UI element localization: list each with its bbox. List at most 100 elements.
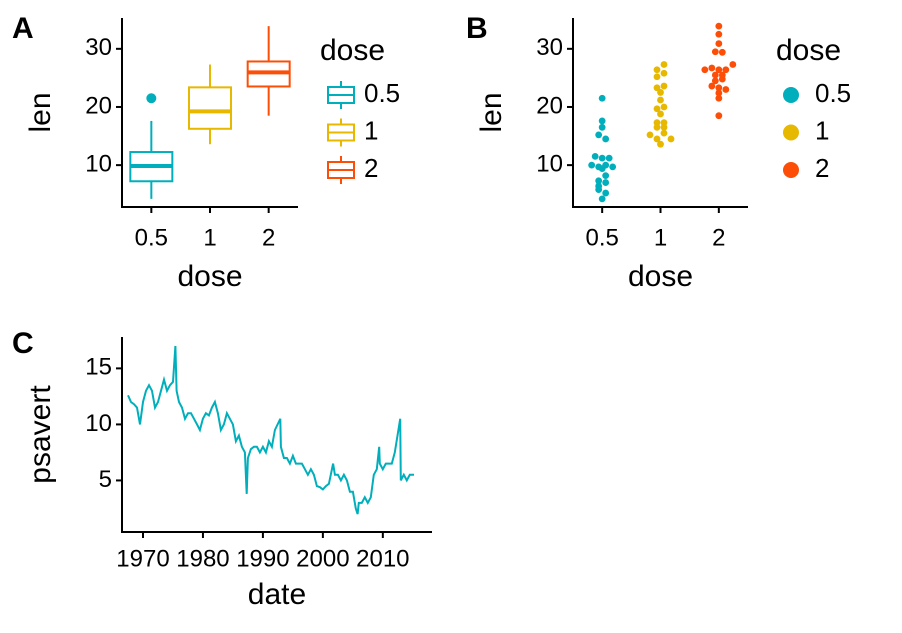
legend-label: 0.5	[815, 78, 851, 108]
dot	[602, 189, 610, 197]
legend-title: dose	[776, 34, 841, 67]
dot	[715, 40, 723, 47]
x-axis-title: dose	[177, 260, 242, 293]
dot	[595, 186, 603, 193]
dot	[660, 103, 668, 111]
legend-label: 1	[815, 115, 829, 145]
x-tick-label: 2	[262, 224, 275, 251]
dot	[715, 22, 723, 30]
dot	[715, 30, 723, 38]
dot	[595, 131, 603, 139]
x-tick-label: 1970	[116, 545, 169, 572]
dot	[711, 48, 719, 56]
dot	[722, 86, 730, 93]
legend-label: 1	[364, 115, 378, 145]
dot	[602, 135, 610, 143]
y-axis-title: len	[24, 92, 57, 132]
x-tick-label: 0.5	[135, 224, 168, 251]
legend-title: dose	[320, 34, 385, 67]
dot	[715, 66, 723, 74]
y-axis-title: len	[475, 92, 508, 132]
dot	[598, 117, 606, 125]
dot	[602, 172, 610, 179]
dot	[588, 161, 596, 169]
panel-label: C	[12, 327, 34, 360]
panel-label: A	[12, 12, 34, 45]
x-tick-label: 0.5	[585, 224, 618, 251]
dot	[646, 131, 654, 139]
y-tick-label: 15	[85, 354, 112, 381]
y-tick-label: 30	[85, 34, 112, 61]
legend-key	[783, 87, 799, 103]
dot	[718, 75, 726, 83]
dot	[598, 195, 606, 203]
dot	[598, 154, 606, 162]
dot	[598, 165, 606, 173]
y-tick-label: 10	[536, 150, 563, 177]
dot	[605, 154, 613, 162]
dot	[711, 77, 719, 85]
panel-label: B	[466, 12, 488, 45]
dot	[660, 129, 668, 137]
dot	[660, 61, 668, 68]
x-tick-label: 2	[712, 224, 725, 251]
legend-label: 2	[364, 153, 378, 183]
dot	[595, 177, 603, 185]
dot	[718, 48, 726, 56]
dot	[667, 135, 675, 143]
x-tick-label: 2010	[356, 545, 409, 572]
dot	[657, 89, 664, 96]
y-tick-label: 30	[536, 34, 563, 61]
dot	[653, 135, 661, 143]
dot	[715, 112, 723, 120]
dot	[708, 64, 716, 72]
dot	[701, 66, 709, 74]
dot	[660, 119, 668, 127]
dot	[715, 94, 723, 102]
line	[127, 345, 414, 515]
y-tick-label: 5	[99, 466, 112, 493]
dot	[653, 123, 661, 131]
legend-label: 0.5	[364, 78, 400, 108]
dot	[711, 71, 719, 79]
legend-key	[783, 124, 799, 141]
dot	[653, 73, 661, 81]
x-tick-label: 2000	[296, 545, 349, 572]
dot	[657, 140, 664, 148]
dot	[598, 94, 606, 102]
dot	[609, 163, 617, 171]
x-axis-title: date	[248, 578, 306, 611]
dot	[715, 89, 723, 97]
box	[188, 86, 232, 130]
y-tick-label: 10	[85, 150, 112, 177]
dot	[660, 82, 668, 90]
dot	[660, 69, 668, 77]
dot	[598, 123, 606, 131]
dot	[657, 110, 664, 118]
dot	[722, 66, 730, 74]
x-tick-label: 1	[203, 224, 216, 251]
dot	[657, 96, 664, 104]
dot	[715, 84, 723, 92]
x-tick-label: 1	[654, 224, 667, 251]
dot	[660, 123, 668, 131]
dot	[653, 66, 661, 74]
dot	[653, 105, 661, 113]
legend-key	[783, 162, 799, 178]
x-axis-title: dose	[628, 260, 693, 293]
y-tick-label: 20	[536, 92, 563, 119]
legend-label: 2	[815, 153, 829, 183]
dot	[602, 179, 610, 186]
dot	[729, 61, 737, 68]
dot	[653, 84, 661, 92]
x-tick-label: 1990	[236, 545, 289, 572]
dot	[653, 119, 661, 127]
y-tick-label: 10	[85, 410, 112, 437]
dot	[708, 82, 716, 90]
dot	[591, 153, 599, 160]
outlier	[146, 93, 157, 104]
y-axis-title: psavert	[24, 385, 57, 484]
y-tick-label: 20	[85, 92, 112, 119]
x-tick-label: 1980	[176, 545, 229, 572]
